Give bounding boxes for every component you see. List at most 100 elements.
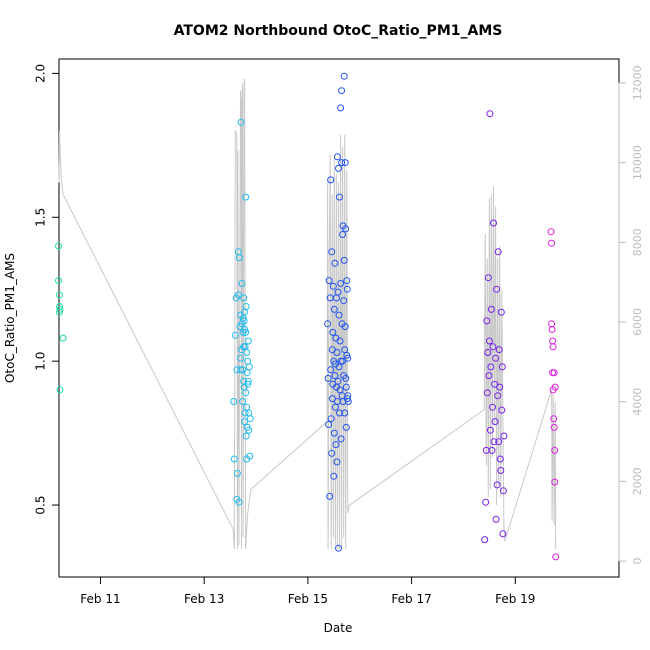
data-point [242,193,250,201]
data-point [333,153,341,161]
bottom-axis: Feb 11 Feb 13 Feb 15 Feb 17 Feb 19 [80,577,535,606]
data-point [548,239,556,247]
data-point [489,403,496,411]
data-point [492,354,500,362]
data-point [497,467,505,474]
data-point [244,337,252,345]
points-layer [55,72,560,561]
data-point [243,349,251,356]
data-point [489,343,497,351]
data-point [331,372,339,380]
data-point [325,277,333,285]
data-point [343,395,351,403]
data-point [335,544,342,552]
data-point [336,409,343,417]
data-point [333,458,341,466]
data-point [237,366,244,374]
data-point [498,363,506,371]
data-point [336,193,343,201]
data-point [240,317,248,325]
data-point [241,418,249,426]
data-point [484,349,492,356]
data-point [338,159,346,167]
data-point [481,536,489,544]
data-point [342,423,350,431]
data-point [493,481,501,489]
data-point [337,104,345,112]
data-point [341,346,349,354]
data-point [547,228,555,236]
data-point [498,406,506,414]
data-point [549,337,557,345]
x-tick-label: Feb 13 [184,592,224,606]
data-point [500,432,508,440]
data-point [336,337,344,345]
data-point [330,429,338,437]
data-point [337,435,345,443]
data-point [55,242,62,250]
data-point [56,291,63,299]
y-tick-label: 1.5 [34,208,48,227]
data-point [56,305,64,313]
data-point [233,469,241,477]
data-point [491,380,499,388]
data-point [237,118,245,126]
data-point [494,248,502,256]
y2-tick-label: 10000 [631,145,644,180]
data-point [341,409,349,417]
data-point [339,357,347,365]
data-point [343,285,351,293]
left-axis: 0.5 1.0 1.5 2.0 [34,64,59,515]
data-point [245,409,253,417]
data-point [244,380,252,388]
data-point [231,331,239,339]
data-point [330,472,338,480]
data-point [334,288,342,296]
data-point [336,386,344,394]
data-point [499,487,507,495]
data-point [325,421,333,428]
data-point [335,164,342,172]
data-point [333,349,341,356]
data-point [246,452,254,460]
data-point [337,280,345,287]
data-point [332,441,340,449]
data-point [482,498,490,506]
data-point [341,159,349,167]
data-point [548,326,556,333]
data-point [330,305,338,313]
x-tick-label: Feb 19 [495,592,535,606]
data-point [340,256,348,264]
data-point [342,225,350,233]
data-point [56,386,64,394]
data-point [495,346,503,354]
data-point [242,389,250,397]
data-point [324,320,332,328]
data-point [246,415,254,423]
data-point [243,369,251,377]
chart-title: ATOM2 Northbound OtoC_Ratio_PM1_AMS [174,23,503,39]
data-point [238,280,246,287]
y-tick-label: 0.5 [34,496,48,515]
data-point [328,449,336,457]
data-point [496,383,504,391]
data-point [487,363,495,371]
data-point [490,438,498,446]
data-point [235,254,243,262]
data-point [338,87,346,95]
right-axis: 0 2000 4000 6000 8000 10000 12000 [618,65,644,565]
data-point [55,277,62,285]
line-layer [58,78,557,550]
x-tick-label: Feb 15 [288,592,328,606]
data-point [230,398,238,405]
data-point [484,274,492,282]
data-point [491,418,499,426]
data-point [496,455,504,463]
data-point [329,328,337,336]
data-point [487,305,495,313]
data-point [550,369,558,377]
data-point [499,530,507,538]
data-point [340,297,348,305]
data-point [239,398,247,405]
data-point [551,383,559,391]
